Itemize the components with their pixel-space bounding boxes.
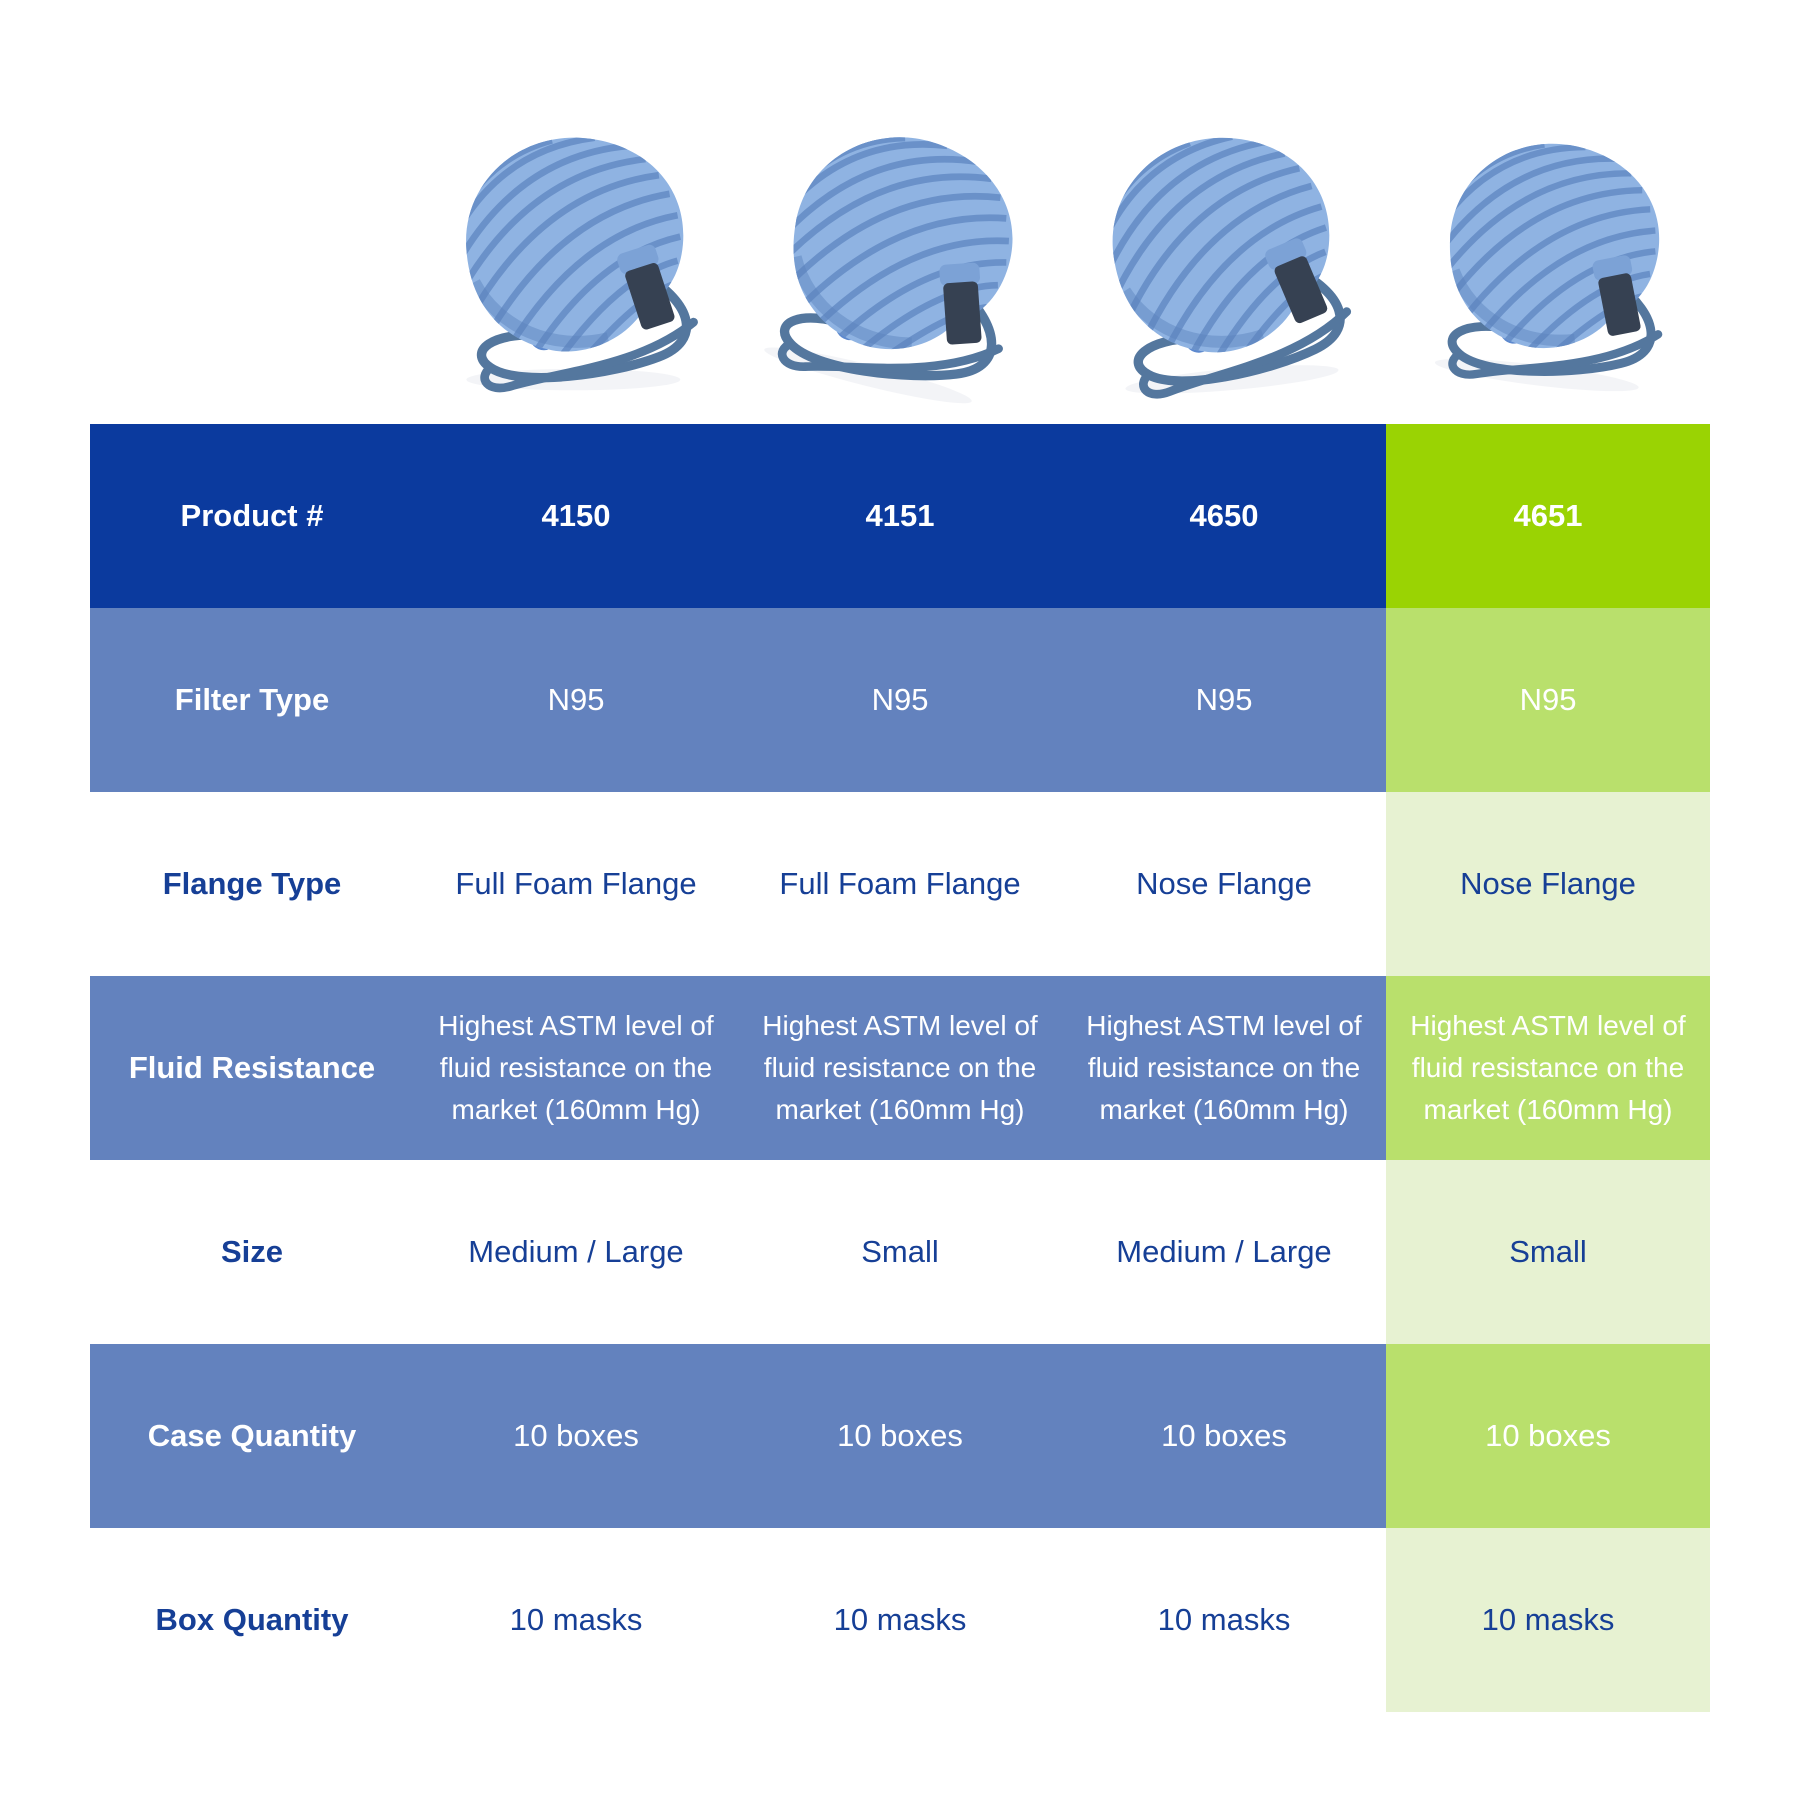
- cell-product-number-4651-highlighted: 4651: [1386, 424, 1710, 608]
- cell-filter-type-4651-highlighted: N95: [1386, 608, 1710, 792]
- row-label-box-quantity: Box Quantity: [155, 1602, 349, 1638]
- cell-filter-type-4151: N95: [738, 608, 1062, 792]
- cell-filter-type-4650: N95: [1062, 608, 1386, 792]
- cell-case-quantity-4651-highlighted: 10 boxes: [1386, 1344, 1710, 1528]
- row-label-size: Size: [220, 1234, 284, 1270]
- cell-size-4651-highlighted: Small: [1386, 1160, 1710, 1344]
- cell-product-number-4150: 4150: [414, 424, 738, 608]
- product-photo-4650: [1062, 106, 1386, 410]
- n95-mask-photo-2-icon: [753, 111, 1047, 405]
- cell-size-4151: Small: [861, 1234, 939, 1270]
- cell-size-4650: Medium / Large: [1116, 1234, 1332, 1270]
- cell-size-4150: Medium / Large: [468, 1234, 684, 1270]
- row-label-case-quantity: Case Quantity: [90, 1344, 414, 1528]
- product-photos-row: [414, 106, 1710, 410]
- product-photo-4151: [738, 106, 1062, 410]
- cell-fluid-resistance-4651-highlighted: Highest ASTM level of fluid resistance o…: [1386, 976, 1710, 1160]
- cell-box-quantity-4650: 10 masks: [1157, 1602, 1291, 1638]
- n95-mask-photo-4-icon: [1401, 111, 1695, 405]
- cell-case-quantity-4150: 10 boxes: [414, 1344, 738, 1528]
- product-photo-4150: [414, 106, 738, 410]
- cell-fluid-resistance-4150: Highest ASTM level of fluid resistance o…: [414, 976, 738, 1160]
- cell-filter-type-4150: N95: [414, 608, 738, 792]
- cell-case-quantity-4650: 10 boxes: [1062, 1344, 1386, 1528]
- row-label-product-number: Product #: [90, 424, 414, 608]
- row-label-fluid-resistance: Fluid Resistance: [90, 976, 414, 1160]
- n95-mask-photo-3-icon: [1077, 111, 1371, 405]
- cell-product-number-4650: 4650: [1062, 424, 1386, 608]
- cell-flange-type-4650: Nose Flange: [1136, 866, 1312, 902]
- cell-flange-type-4151: Full Foam Flange: [779, 866, 1021, 902]
- row-label-filter-type: Filter Type: [90, 608, 414, 792]
- cell-fluid-resistance-4650: Highest ASTM level of fluid resistance o…: [1062, 976, 1386, 1160]
- comparison-table: Product # 4150 4151 4650 4651 Filter Typ…: [90, 424, 1710, 1712]
- cell-flange-type-4651-highlighted: Nose Flange: [1386, 792, 1710, 976]
- cell-fluid-resistance-4151: Highest ASTM level of fluid resistance o…: [738, 976, 1062, 1160]
- cell-box-quantity-4151: 10 masks: [833, 1602, 967, 1638]
- n95-mask-photo-1-icon: [429, 111, 723, 405]
- cell-case-quantity-4151: 10 boxes: [738, 1344, 1062, 1528]
- row-label-flange-type: Flange Type: [162, 866, 342, 902]
- product-photo-4651: [1386, 106, 1710, 410]
- cell-box-quantity-4651-highlighted: 10 masks: [1386, 1528, 1710, 1712]
- cell-product-number-4151: 4151: [738, 424, 1062, 608]
- cell-flange-type-4150: Full Foam Flange: [455, 866, 697, 902]
- cell-box-quantity-4150: 10 masks: [509, 1602, 643, 1638]
